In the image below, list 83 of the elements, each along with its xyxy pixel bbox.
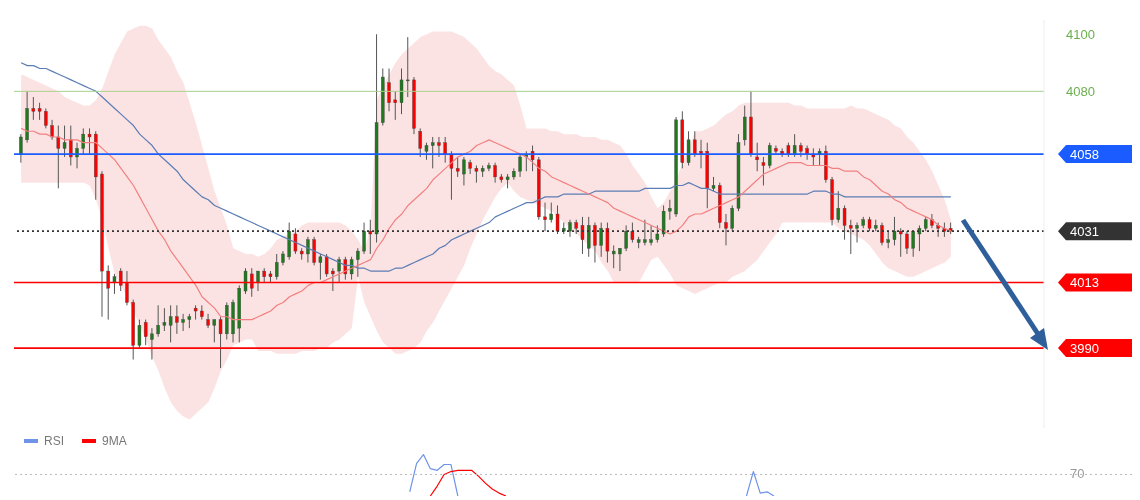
candlestick (624, 224, 628, 252)
candlestick (618, 247, 622, 272)
candlestick (905, 230, 909, 255)
y-tick-label: 4100 (1066, 26, 1095, 42)
candlestick (842, 204, 847, 241)
candlestick (462, 156, 466, 186)
candlestick (686, 130, 691, 167)
candlestick (493, 162, 497, 184)
candlestick (892, 216, 897, 246)
candlestick (743, 105, 747, 147)
candlestick (849, 219, 853, 255)
candlestick (81, 127, 85, 155)
candlestick (387, 68, 391, 112)
candlestick (899, 227, 903, 258)
candlestick (50, 119, 54, 141)
candlestick (455, 156, 460, 178)
candlestick (293, 227, 298, 255)
ref-line-label: 4031 (1070, 223, 1099, 239)
candlestick (181, 313, 185, 332)
candlestick (643, 219, 647, 246)
candlestick (593, 222, 597, 264)
candlestick (175, 304, 179, 335)
candlestick (449, 150, 454, 201)
candlestick (399, 68, 404, 115)
candlestick (611, 244, 616, 269)
candlestick (312, 236, 316, 266)
candlestick (393, 90, 397, 121)
candlestick (356, 247, 360, 278)
candlestick (549, 202, 553, 224)
candlestick (649, 224, 653, 246)
candlestick (206, 313, 210, 329)
candlestick (44, 107, 48, 129)
candlestick (212, 319, 217, 343)
legend-label: 9MA (102, 434, 127, 448)
candlestick (443, 136, 447, 164)
ref-line-label: 4013 (1070, 274, 1099, 290)
candlestick (406, 36, 410, 98)
candlestick (87, 127, 92, 155)
candlestick (437, 136, 441, 158)
text: 70 (1070, 466, 1085, 481)
candlestick (930, 213, 934, 229)
candlestick (137, 319, 142, 349)
candlestick (805, 145, 809, 161)
candlestick (62, 125, 67, 158)
candlestick (243, 267, 248, 295)
candlestick (587, 216, 591, 258)
candlestick (761, 156, 766, 186)
legend-label: RSI (44, 434, 65, 448)
candlestick (855, 222, 859, 244)
candlestick (599, 222, 603, 258)
ref-line-label: 4058 (1070, 146, 1099, 162)
candlestick (431, 136, 435, 169)
candlestick (668, 199, 672, 221)
candlestick (275, 253, 279, 281)
candlestick (518, 153, 522, 178)
line-series (20, 127, 952, 321)
candlestick (880, 222, 884, 246)
candlestick (150, 327, 154, 361)
candlestick (767, 142, 772, 169)
candlestick (306, 236, 310, 264)
candlestick (69, 125, 73, 167)
candlestick (368, 219, 373, 255)
candlestick (555, 204, 560, 235)
candlestick (755, 142, 759, 172)
candlestick (543, 202, 547, 232)
candlestick (418, 127, 422, 158)
candlestick (911, 230, 915, 258)
candlestick (19, 133, 23, 164)
candlestick (256, 270, 260, 292)
y-tick-label: 4080 (1066, 83, 1095, 99)
candlestick (56, 125, 61, 189)
candlestick (724, 213, 728, 246)
candlestick (580, 216, 585, 255)
candlestick (730, 204, 734, 232)
candlestick (362, 222, 366, 255)
candlestick (156, 304, 160, 338)
candlestick (917, 224, 922, 252)
candlestick (605, 222, 610, 264)
ref-line-label: 3990 (1070, 340, 1099, 356)
candlestick (836, 190, 841, 224)
candlestick (693, 130, 697, 158)
candlestick (143, 319, 148, 346)
candlestick (112, 273, 117, 295)
